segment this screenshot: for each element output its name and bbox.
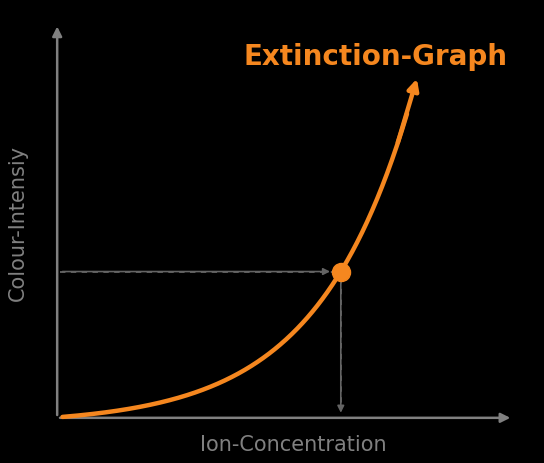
Text: Extinction-Graph: Extinction-Graph xyxy=(243,43,507,70)
Text: Ion-Concentration: Ion-Concentration xyxy=(200,434,386,454)
Text: Colour-Intensiy: Colour-Intensiy xyxy=(8,144,27,300)
